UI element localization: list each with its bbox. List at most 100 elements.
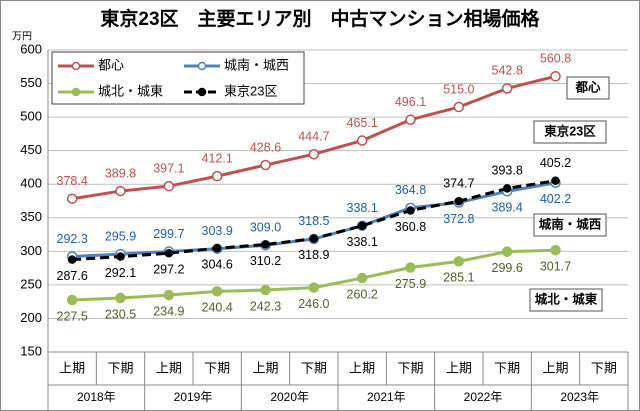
- x-group-label: 2019年: [174, 390, 213, 404]
- data-label: 560.8: [540, 52, 571, 66]
- y-tick-label: 300: [20, 243, 42, 258]
- annotation: 都心: [574, 79, 601, 94]
- legend-key-marker: [197, 87, 207, 97]
- marker: [356, 272, 368, 284]
- data-label: 295.9: [105, 229, 136, 243]
- marker: [212, 243, 222, 253]
- marker: [501, 246, 513, 257]
- marker: [67, 255, 77, 264]
- marker: [551, 176, 560, 185]
- marker: [405, 262, 416, 273]
- marker: [211, 286, 223, 297]
- legend-label: 城北・城東: [98, 83, 163, 98]
- x-tick-label: 上期: [252, 360, 278, 375]
- x-group-label: 2020年: [270, 390, 309, 404]
- x-tick-label: 下期: [397, 360, 423, 375]
- x-tick-label: 上期: [59, 360, 85, 375]
- y-tick-label: 250: [20, 276, 42, 291]
- annotation-box: [533, 120, 607, 144]
- marker: [163, 180, 175, 192]
- marker: [309, 234, 319, 243]
- data-label: 242.3: [250, 299, 281, 313]
- x-group-label: 2021年: [367, 390, 406, 404]
- legend-key-marker: [71, 87, 81, 97]
- data-label: 496.1: [395, 95, 426, 109]
- data-label: 310.2: [250, 254, 281, 268]
- legend-label: 都心: [98, 57, 124, 72]
- y-tick-label: 500: [20, 109, 42, 124]
- data-label: 389.4: [492, 201, 523, 215]
- marker: [357, 221, 367, 231]
- x-tick-label: 下期: [107, 360, 133, 375]
- data-label: 285.1: [443, 271, 474, 285]
- annotation: 城南・城西: [539, 216, 602, 231]
- x-group-label: 2022年: [464, 390, 503, 404]
- data-label: 393.8: [492, 164, 523, 178]
- marker: [501, 83, 513, 94]
- marker: [454, 196, 464, 206]
- x-tick-label: 上期: [156, 360, 182, 375]
- data-label: 292.1: [105, 266, 136, 280]
- data-label: 338.1: [347, 235, 378, 249]
- data-label: 246.0: [298, 297, 329, 311]
- x-tick-label: 下期: [494, 360, 520, 375]
- chart-title: 東京23区 主要エリア別 中古マンション相場価格: [100, 7, 540, 30]
- y-unit: 万円: [12, 32, 32, 43]
- annotation-box: [533, 213, 607, 237]
- data-label: 318.5: [298, 214, 329, 228]
- y-tick-label: 600: [20, 41, 42, 56]
- marker: [66, 193, 78, 204]
- x-tick-label: 上期: [446, 360, 472, 375]
- legend-key-marker: [71, 61, 81, 71]
- marker: [163, 289, 175, 301]
- annotation: 東京23区: [544, 123, 596, 138]
- x-tick-label: 下期: [591, 360, 617, 375]
- data-label: 260.2: [347, 287, 378, 301]
- data-label: 299.6: [492, 261, 523, 275]
- marker: [550, 71, 561, 82]
- data-label: 301.7: [540, 259, 571, 273]
- data-label: 405.2: [540, 156, 571, 170]
- data-label: 292.3: [57, 232, 88, 246]
- marker: [260, 284, 271, 296]
- y-tick-label: 200: [20, 310, 42, 325]
- marker: [405, 114, 416, 125]
- data-label: 542.8: [492, 64, 523, 78]
- data-label: 297.2: [153, 263, 184, 277]
- x-tick-label: 上期: [542, 360, 568, 375]
- marker: [211, 170, 223, 182]
- data-label: 444.7: [298, 130, 329, 144]
- marker: [308, 148, 320, 160]
- data-label: 227.5: [57, 309, 88, 323]
- data-label: 428.6: [250, 140, 281, 154]
- marker: [116, 252, 125, 261]
- x-group-label: 2023年: [560, 390, 599, 404]
- x-tick-label: 下期: [301, 360, 327, 375]
- data-label: 234.9: [153, 304, 184, 318]
- annotation-box: [566, 76, 610, 100]
- data-label: 360.8: [395, 220, 426, 234]
- data-label: 465.1: [347, 116, 378, 130]
- marker: [406, 206, 415, 215]
- data-label: 364.8: [395, 183, 426, 197]
- annotation-box: [529, 288, 603, 312]
- data-label: 338.1: [347, 201, 378, 215]
- y-tick-label: 400: [20, 176, 42, 191]
- y-tick-label: 450: [20, 142, 42, 157]
- x-tick-label: 下期: [204, 360, 230, 375]
- data-label: 412.1: [202, 151, 233, 165]
- legend-box: [51, 51, 305, 105]
- data-label: 397.1: [153, 161, 184, 175]
- marker: [502, 184, 512, 193]
- y-tick-label: 150: [20, 343, 42, 358]
- data-label: 378.4: [57, 174, 88, 188]
- data-label: 240.4: [202, 301, 233, 315]
- marker: [308, 282, 320, 293]
- data-label: 515.0: [443, 82, 474, 96]
- marker: [260, 159, 271, 171]
- marker: [164, 248, 174, 258]
- annotation: 城北・城東: [535, 291, 598, 306]
- marker: [356, 135, 368, 146]
- marker: [115, 292, 126, 304]
- data-label: 402.2: [540, 192, 571, 206]
